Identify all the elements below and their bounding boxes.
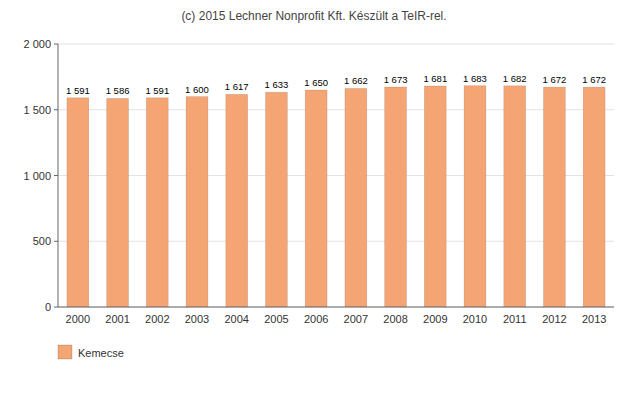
- data-label: 1 591: [145, 85, 169, 96]
- axis-line: [58, 44, 59, 307]
- tick-label: 2003: [185, 313, 209, 325]
- bar: [424, 86, 446, 307]
- data-label: 1 682: [503, 73, 527, 84]
- tick-label: 2009: [423, 313, 447, 325]
- bar: [67, 98, 89, 307]
- data-label: 1 633: [265, 79, 289, 90]
- data-label: 1 681: [423, 73, 447, 84]
- tick-label: 1 000: [23, 170, 51, 182]
- grid-line: [58, 109, 614, 110]
- tick-label: 2007: [344, 313, 368, 325]
- data-label: 1 662: [344, 75, 368, 86]
- title: (c) 2015 Lechner Nonprofit Kft. Készült …: [181, 9, 446, 23]
- tick-label: 2006: [304, 313, 328, 325]
- tick-label: 0: [45, 301, 51, 313]
- legend: Kemecse: [58, 345, 124, 359]
- data-label: 1 672: [582, 74, 606, 85]
- axis-line: [58, 307, 614, 308]
- bar: [146, 98, 168, 307]
- bar: [305, 90, 327, 307]
- bar: [544, 87, 566, 307]
- bars: [67, 86, 605, 307]
- tick-label: 2004: [224, 313, 248, 325]
- legend-label: Kemecse: [78, 347, 124, 359]
- data-label: 1 586: [106, 85, 130, 96]
- tick-label: 2001: [105, 313, 129, 325]
- bar: [345, 88, 367, 307]
- grid-line: [58, 307, 614, 308]
- tick-mark: [54, 175, 58, 176]
- tick-label: 2013: [582, 313, 606, 325]
- data-label: 1 600: [185, 84, 209, 95]
- grid-line: [58, 44, 614, 45]
- tick-mark: [54, 241, 58, 242]
- tick-label: 2 000: [23, 38, 51, 50]
- tick-label: 2008: [383, 313, 407, 325]
- data-label: 1 617: [225, 81, 249, 92]
- bar: [226, 94, 248, 307]
- tick-mark: [54, 307, 58, 308]
- bar: [385, 87, 407, 307]
- tick-label: 1 500: [23, 104, 51, 116]
- data-label: 1 672: [543, 74, 567, 85]
- data-label: 1 591: [66, 85, 90, 96]
- bar: [583, 87, 605, 307]
- grid-line: [58, 241, 614, 242]
- tick-label: 2005: [264, 313, 288, 325]
- bar: [266, 92, 288, 307]
- y-axis: 0 500 1 000 1 500 2 000: [23, 38, 614, 313]
- legend-swatch: [58, 345, 72, 359]
- bar: [186, 97, 208, 307]
- chart: (c) 2015 Lechner Nonprofit Kft. Készült …: [0, 0, 628, 399]
- tick-label: 2012: [542, 313, 566, 325]
- tick-mark: [54, 44, 58, 45]
- tick-label: 2000: [66, 313, 90, 325]
- grid-line: [58, 175, 614, 176]
- data-label: 1 650: [304, 77, 328, 88]
- x-axis: 2000 2001 2002 2003 2004 2005 2006 2007 2008 2009…: [58, 307, 614, 325]
- tick-label: 2002: [145, 313, 169, 325]
- tick-label: 500: [33, 235, 51, 247]
- tick-mark: [54, 109, 58, 110]
- data-label: 1 673: [384, 74, 408, 85]
- data-label: 1 683: [463, 73, 487, 84]
- tick-label: 2011: [503, 313, 527, 325]
- bar: [107, 98, 129, 307]
- tick-label: 2010: [463, 313, 487, 325]
- data-labels: 1 591 1 586 1 591 1 600 1 617 1 633 1 650 1 662…: [66, 73, 606, 97]
- bar: [504, 86, 526, 307]
- bar: [464, 86, 486, 307]
